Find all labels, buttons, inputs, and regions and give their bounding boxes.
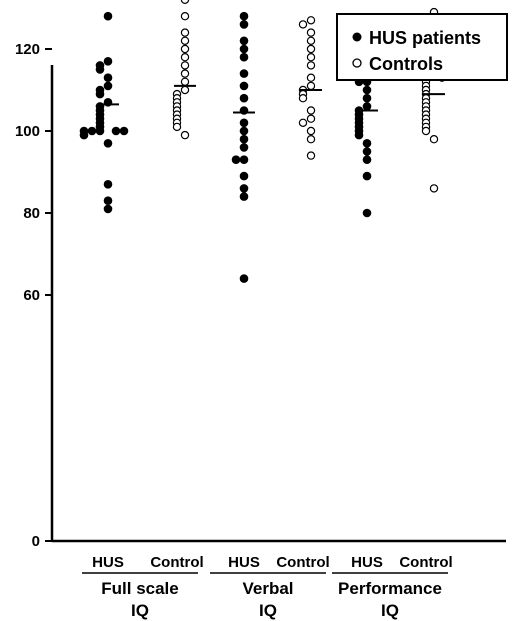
hus-point bbox=[103, 204, 113, 214]
hus-point bbox=[239, 184, 249, 193]
control-point bbox=[298, 118, 308, 128]
legend-control-label: Controls bbox=[369, 54, 443, 74]
x-group-name: Performance bbox=[338, 579, 442, 598]
control-point bbox=[180, 53, 190, 62]
control-point bbox=[429, 184, 439, 193]
hus-point bbox=[239, 126, 249, 136]
control-point bbox=[306, 28, 316, 37]
hus-point bbox=[239, 274, 249, 283]
hus-point bbox=[362, 139, 372, 148]
hus-point bbox=[239, 134, 249, 144]
x-group-name: Verbal bbox=[242, 579, 293, 598]
hus-point bbox=[103, 81, 113, 91]
hus-point bbox=[239, 118, 249, 128]
y-tick-label: 120 bbox=[15, 41, 40, 58]
control-point bbox=[180, 36, 190, 46]
control-point bbox=[306, 114, 316, 123]
hus-point bbox=[103, 180, 113, 189]
control-point bbox=[298, 93, 308, 103]
control-point bbox=[180, 69, 190, 78]
hus-point bbox=[239, 171, 249, 181]
control-point bbox=[180, 0, 190, 4]
hus-point bbox=[362, 93, 372, 103]
hus-point bbox=[119, 126, 129, 136]
hus-point bbox=[239, 36, 249, 46]
legend-hus-label: HUS patients bbox=[369, 28, 481, 48]
hus-point bbox=[103, 57, 113, 66]
legend-hus-marker bbox=[352, 32, 362, 42]
control-point bbox=[306, 53, 316, 62]
control-point bbox=[180, 77, 190, 87]
legend-box bbox=[336, 13, 508, 81]
x-axis-group-labels: HUS Control Full scale IQ HUS Control Verbal IQ… bbox=[82, 554, 453, 620]
control-point bbox=[306, 134, 316, 144]
hus-point bbox=[95, 65, 105, 74]
x-label-hus: HUS bbox=[92, 554, 124, 571]
hus-point bbox=[239, 20, 249, 29]
control-point bbox=[306, 73, 316, 82]
x-group-name-line2: IQ bbox=[381, 601, 399, 620]
control-point bbox=[429, 134, 439, 144]
x-group-name-line2: IQ bbox=[131, 601, 149, 620]
control-point bbox=[421, 126, 431, 136]
control-point bbox=[180, 85, 190, 95]
hus-point bbox=[103, 196, 113, 205]
hus-point bbox=[354, 130, 364, 140]
control-point bbox=[306, 151, 316, 160]
x-label-control: Control bbox=[150, 554, 203, 571]
x-group-name: Full scale bbox=[101, 579, 178, 598]
control-point bbox=[306, 126, 316, 136]
hus-point bbox=[239, 69, 249, 78]
x-label-hus: HUS bbox=[228, 554, 260, 571]
hus-point bbox=[239, 44, 249, 54]
hus-point bbox=[111, 126, 121, 136]
hus-point bbox=[362, 102, 372, 111]
y-tick-label: 100 bbox=[15, 123, 40, 140]
control-point bbox=[306, 16, 316, 25]
control-point bbox=[180, 12, 190, 21]
hus-point bbox=[239, 192, 249, 201]
hus-point bbox=[362, 155, 372, 164]
hus-point bbox=[79, 130, 89, 140]
control-point bbox=[306, 36, 316, 46]
hus-point bbox=[239, 11, 249, 21]
hus-point bbox=[95, 89, 105, 99]
control-point bbox=[180, 28, 190, 37]
hus-point bbox=[239, 143, 249, 152]
hus-point bbox=[95, 126, 105, 136]
control-point bbox=[306, 44, 316, 54]
x-label-control: Control bbox=[276, 554, 329, 571]
control-point bbox=[306, 81, 316, 91]
hus-point bbox=[103, 73, 113, 82]
hus-point bbox=[362, 85, 372, 95]
y-tick-label: 0 bbox=[32, 533, 40, 550]
control-point bbox=[180, 61, 190, 70]
control-point bbox=[306, 61, 316, 70]
hus-point bbox=[239, 155, 249, 164]
hus-point bbox=[239, 52, 249, 62]
hus-point bbox=[239, 93, 249, 103]
hus-point bbox=[103, 139, 113, 148]
hus-point bbox=[362, 208, 372, 218]
legend-control-marker bbox=[352, 58, 362, 68]
x-label-hus: HUS bbox=[351, 554, 383, 571]
hus-point bbox=[231, 155, 241, 164]
control-point bbox=[172, 122, 182, 132]
x-group-name-line2: IQ bbox=[259, 601, 277, 620]
hus-point bbox=[87, 126, 97, 136]
x-label-control: Control bbox=[399, 554, 452, 571]
control-point bbox=[306, 106, 316, 115]
hus-point bbox=[362, 171, 372, 181]
y-tick-label: 80 bbox=[23, 205, 40, 222]
hus-point bbox=[103, 11, 113, 21]
y-axis-ticks: 06080100120140 bbox=[15, 41, 52, 550]
hus-point bbox=[239, 81, 249, 91]
control-point bbox=[180, 130, 190, 140]
hus-point bbox=[362, 147, 372, 156]
y-tick-label: 60 bbox=[23, 287, 40, 304]
control-point bbox=[298, 20, 308, 29]
control-point bbox=[180, 44, 190, 54]
legend: HUS patients Controls bbox=[336, 13, 508, 81]
